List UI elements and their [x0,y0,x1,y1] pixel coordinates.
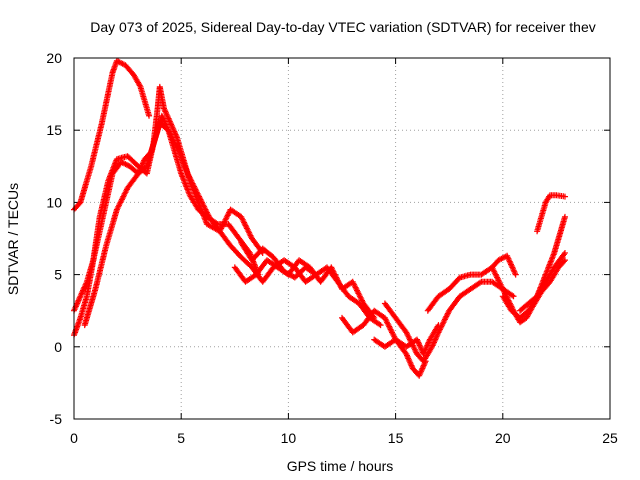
series-track-14 [534,192,568,235]
data-point [512,271,519,278]
data-point [146,112,153,119]
x-tick-label: 15 [388,430,404,446]
series-track-6 [238,239,384,329]
data-point [376,321,383,328]
y-tick-label: -5 [50,411,63,427]
y-tick-label: 20 [46,50,62,66]
x-tick-label: 0 [70,430,78,446]
data-point [377,322,384,329]
series-track-9 [381,278,517,365]
series-track-4 [81,120,320,329]
y-tick-label: 0 [54,339,62,355]
y-tick-label: 15 [46,122,62,138]
x-tick-label: 5 [177,430,185,446]
series-track-10 [424,252,519,314]
x-tick-label: 20 [495,430,511,446]
x-tick-label: 25 [602,430,618,446]
data-point [561,213,568,220]
grid-lines [74,58,610,419]
data-point [561,193,568,200]
series-track-13 [517,249,568,314]
series-track-8 [371,336,429,379]
data-point [561,251,567,258]
chart-title: Day 073 of 2025, Sidereal Day-to-day VTE… [90,19,596,35]
y-tick-label: 5 [54,267,62,283]
x-tick-label: 10 [281,430,297,446]
series-track-7 [339,307,442,357]
data-point [561,257,568,264]
y-tick-label: 10 [46,194,62,210]
data-point [510,293,517,300]
plot-frame [73,57,611,420]
series-track-2 [71,83,266,339]
y-axis-label: SDTVAR / TECUs [5,183,21,295]
data-point [509,292,516,299]
axis-tick-labels: 0 5 10 15 20 25 -5 0 5 10 15 20 [46,50,618,446]
series-track-1 [71,57,153,213]
data-points [71,57,568,379]
x-axis-label: GPS time / hours [287,458,394,474]
data-point [561,249,568,256]
